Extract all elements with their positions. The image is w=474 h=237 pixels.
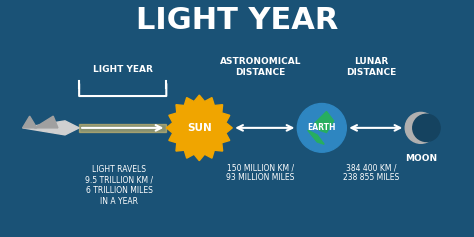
Text: LIGHT RAVELS
9.5 TRILLION KM /
6 TRILLION MILES
IN A YEAR: LIGHT RAVELS 9.5 TRILLION KM / 6 TRILLIO… — [85, 165, 153, 205]
Text: EARTH: EARTH — [308, 123, 336, 132]
Circle shape — [405, 112, 437, 143]
Polygon shape — [23, 121, 79, 135]
Text: MOON: MOON — [405, 154, 437, 163]
Text: LIGHT YEAR: LIGHT YEAR — [136, 6, 338, 35]
Polygon shape — [79, 124, 166, 132]
Text: LIGHT YEAR: LIGHT YEAR — [93, 65, 153, 74]
Circle shape — [297, 104, 346, 152]
Polygon shape — [23, 116, 36, 128]
Polygon shape — [166, 95, 232, 161]
Text: ASTRONOMICAL
DISTANCE: ASTRONOMICAL DISTANCE — [220, 57, 301, 77]
Text: SUN: SUN — [187, 123, 212, 133]
Circle shape — [413, 114, 440, 141]
Text: LUNAR
DISTANCE: LUNAR DISTANCE — [346, 57, 396, 77]
Text: 150 MILLION KM /
93 MILLION MILES: 150 MILLION KM / 93 MILLION MILES — [227, 163, 295, 182]
Polygon shape — [308, 130, 324, 144]
Polygon shape — [35, 116, 58, 128]
Polygon shape — [315, 111, 334, 132]
Text: 384 400 KM /
238 855 MILES: 384 400 KM / 238 855 MILES — [343, 163, 400, 182]
